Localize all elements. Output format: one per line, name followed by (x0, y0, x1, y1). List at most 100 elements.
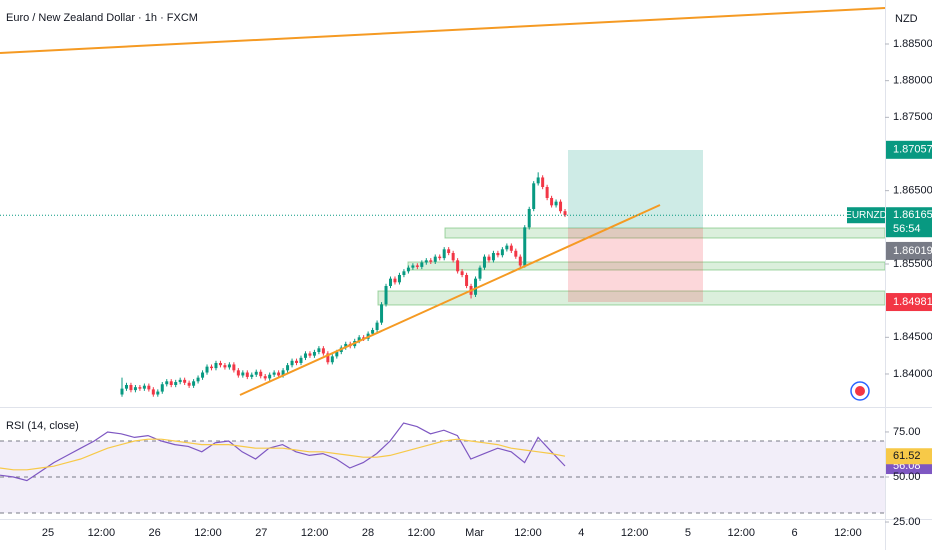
candle-body (254, 371, 258, 375)
position-price-box (886, 140, 932, 159)
x-tick-label: 12:00 (88, 527, 116, 539)
position-price-box (886, 293, 932, 312)
position-price-label: 1.84981 (893, 296, 932, 308)
candle-body (272, 372, 276, 375)
loss-zone (568, 228, 703, 302)
candle-body (402, 271, 406, 275)
candle-body (456, 260, 460, 272)
candle-body (165, 381, 169, 385)
candle-body (321, 348, 325, 354)
x-tick-label: 12:00 (194, 527, 222, 539)
y-tick-label: 1.86500 (893, 185, 932, 197)
candle-body (281, 370, 285, 376)
x-tick-label: 4 (578, 527, 584, 539)
last-price-box (886, 207, 932, 238)
candle-body (232, 364, 236, 371)
candle-body (335, 351, 339, 357)
candle-body (250, 374, 254, 377)
x-tick-label: 25 (42, 527, 54, 539)
candle-body (133, 387, 137, 391)
candle-body (259, 371, 263, 377)
rsi-y-tick-label: 75.00 (893, 426, 921, 438)
candle-body (380, 304, 384, 323)
chart-title: Euro / New Zealand Dollar · 1h · FXCM (6, 12, 198, 24)
candle-body (478, 267, 482, 279)
x-tick-label: Mar (465, 527, 484, 539)
candle-body (317, 348, 321, 352)
candle-body (218, 362, 222, 366)
candle-body (550, 197, 554, 206)
candles (120, 172, 567, 397)
candle-body (389, 278, 392, 286)
candle-body (169, 381, 173, 385)
candle-body (151, 389, 155, 395)
candle-body (536, 177, 540, 184)
candle-body (527, 208, 531, 228)
rsi-y-tick-label: 50.00 (893, 471, 921, 483)
candle-body (496, 252, 500, 256)
countdown-label: 56:54 (893, 223, 921, 235)
position-price-label: 1.86019 (893, 245, 932, 257)
candle-body (500, 249, 504, 256)
candle-body (120, 388, 124, 395)
candle-body (241, 372, 245, 376)
last-price-label: 1.86165 (893, 209, 932, 221)
rsi-y-tick-label: 25.00 (893, 516, 921, 528)
x-tick-label: 12:00 (514, 527, 542, 539)
x-tick-label: 6 (792, 527, 798, 539)
candle-body (214, 362, 218, 369)
candle-body (295, 360, 299, 363)
trend-line (239, 204, 661, 396)
x-tick-label: 12:00 (408, 527, 436, 539)
candle-body (460, 271, 464, 275)
candle-body (474, 278, 478, 295)
x-tick-label: 12:00 (301, 527, 329, 539)
candle-body (447, 249, 451, 253)
x-tick-label: 12:00 (621, 527, 649, 539)
rsi-line (0, 422, 566, 482)
candle-body (268, 374, 272, 379)
candle-body (415, 265, 419, 267)
x-tick-label: 26 (149, 527, 161, 539)
candle-body (438, 256, 442, 259)
candle-body (523, 227, 527, 266)
candle-body (299, 357, 303, 363)
candle-body (375, 322, 379, 330)
candle-body (326, 353, 330, 363)
candle-body (124, 384, 128, 389)
candle-body (482, 256, 486, 268)
candle-body (487, 256, 491, 261)
candle-body (442, 249, 446, 259)
y-tick-label: 1.84000 (893, 368, 932, 380)
candle-body (236, 370, 240, 376)
position-price-box (886, 241, 932, 260)
events-icon-dot (855, 386, 865, 396)
candle-body (227, 364, 231, 368)
candle-body (514, 250, 518, 257)
candle-body (312, 351, 316, 356)
currency-label: NZD (895, 13, 918, 25)
symbol-box (847, 207, 885, 224)
y-tick-label: 1.88000 (893, 75, 932, 87)
candle-body (411, 265, 415, 268)
candle-body (192, 381, 196, 386)
candle-body (559, 201, 563, 212)
candle-body (286, 365, 290, 371)
candle-body (277, 372, 281, 376)
drawings (0, 7, 886, 306)
symbol-label: EURNZD (845, 210, 887, 221)
candle-body (330, 356, 334, 363)
candle-body (433, 256, 437, 262)
candle-body (210, 366, 213, 369)
candle-body (290, 360, 294, 366)
candle-body (406, 267, 410, 272)
candle-body (178, 379, 182, 383)
candle-body (357, 337, 361, 341)
x-tick-label: 28 (362, 527, 374, 539)
candle-body (532, 183, 536, 209)
rsi-value-label: 61.52 (893, 450, 921, 462)
candle-body (129, 384, 133, 391)
rsi-title: RSI (14, close) (6, 420, 79, 432)
candle-body (156, 391, 160, 395)
